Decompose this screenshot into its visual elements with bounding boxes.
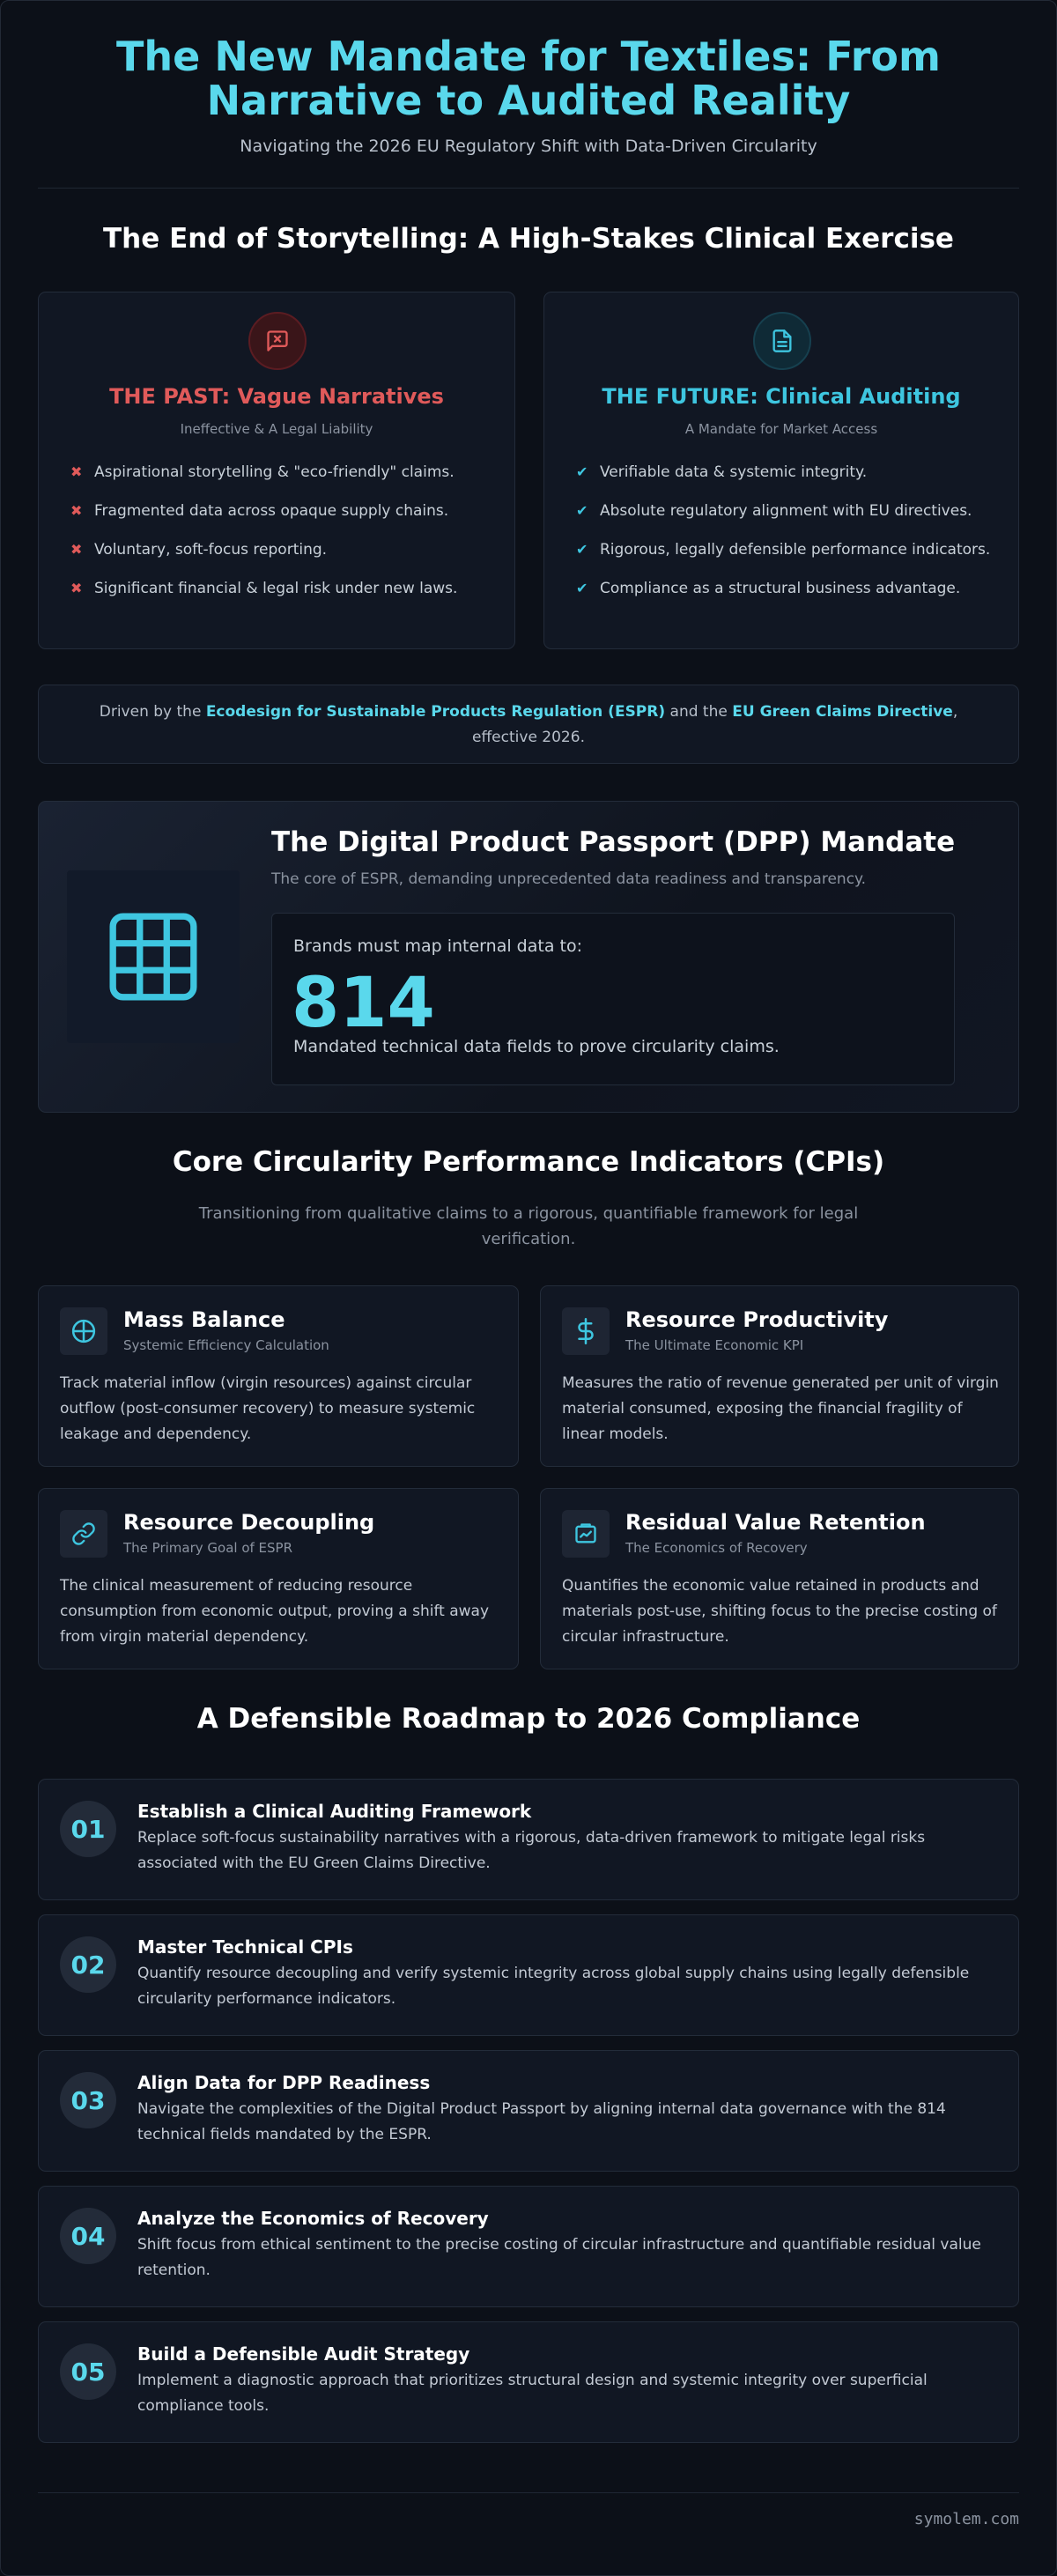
future-list: ✔ Verifiable data & systemic integrity. ✔… [576,460,992,615]
regulation-note: Driven by the Ecodesign for Sustainable … [38,685,1019,764]
check-icon: ✔ [576,463,588,480]
step-number: 04 [60,2208,116,2264]
cpi-title: Resource Productivity [625,1307,889,1332]
step-number: 03 [60,2072,116,2128]
step-description: Implement a diagnostic approach that pri… [137,2372,928,2415]
step-title: Analyze the Economics of Recovery [137,2208,489,2229]
future-subtitle: A Mandate for Market Access [684,421,878,437]
step-description: Shift focus from ethical sentiment to th… [137,2236,981,2279]
dpp-stat-description: Mandated technical data fields to prove … [293,1037,780,1056]
value-icon [562,1510,610,1558]
x-mark-icon: ✖ [70,541,83,558]
past-card: THE PAST: Vague Narratives Ineffective &… [38,292,515,649]
x-mark-icon: ✖ [70,580,83,596]
cpi-title: Resource Decoupling [123,1510,375,1535]
cpi-card-resource-decoupling: Resource Decoupling The Primary Goal of … [38,1488,519,1669]
cpi-description: Measures the ratio of revenue generated … [562,1374,999,1443]
footer-divider [38,2492,1019,2493]
step-number: 01 [60,1801,116,1857]
cpi-description: The clinical measurement of reducing res… [60,1577,490,1646]
cpi-intro: Transitioning from qualitative claims to… [198,1204,859,1248]
list-item: ✖ Aspirational storytelling & "eco-friend… [70,460,488,485]
list-item: ✔ Rigorous, legally defensible performanc… [576,537,992,562]
cpi-subtitle: The Economics of Recovery [625,1540,808,1556]
step-number: 02 [60,1936,116,1993]
step-title: Align Data for DPP Readiness [137,2072,431,2093]
cpi-subtitle: The Ultimate Economic KPI [625,1337,804,1353]
step-description: Replace soft-focus sustainability narrat… [137,1829,926,1872]
dpp-stat-number: 814 [292,964,435,1043]
section-title-cpi: Core Circularity Performance Indicators … [172,1146,885,1178]
grid-icon [67,870,240,1043]
step-number: 05 [60,2343,116,2400]
step-description: Quantify resource decoupling and verify … [137,1965,970,2008]
roadmap-step: 01 Establish a Clinical Auditing Framewo… [38,1779,1019,1900]
future-title: THE FUTURE: Clinical Auditing [602,384,961,409]
step-title: Build a Defensible Audit Strategy [137,2343,470,2365]
cpi-title: Residual Value Retention [625,1510,926,1535]
x-mark-icon: ✖ [70,502,83,519]
footer-site-link[interactable]: symolem.com [913,2510,1019,2528]
list-item: ✖ Significant financial & legal risk unde… [70,576,488,601]
dpp-stat-lead: Brands must map internal data to: [293,936,582,956]
cpi-description: Quantifies the economic value retained i… [562,1577,997,1646]
step-description: Navigate the complexities of the Digital… [137,2100,946,2143]
section-title-roadmap: A Defensible Roadmap to 2026 Compliance [196,1703,861,1735]
roadmap-step: 05 Build a Defensible Audit Strategy Imp… [38,2321,1019,2443]
step-title: Master Technical CPIs [137,1936,353,1958]
dpp-title: The Digital Product Passport (DPP) Manda… [271,826,956,858]
section-title-storytelling: The End of Storytelling: A High-Stakes C… [103,223,954,255]
check-icon: ✔ [576,580,588,596]
page-title: The New Mandate for Textiles: From Narra… [116,33,941,124]
list-item: ✔ Verifiable data & systemic integrity. [576,460,992,485]
cpi-card-residual-value: Residual Value Retention The Economics o… [540,1488,1019,1669]
message-x-icon [248,312,307,370]
past-list: ✖ Aspirational storytelling & "eco-friend… [70,460,488,615]
dollar-icon [562,1307,610,1355]
document-icon [753,312,811,370]
check-icon: ✔ [576,502,588,519]
cpi-subtitle: Systemic Efficiency Calculation [123,1337,329,1353]
cpi-card-mass-balance: Mass Balance Systemic Efficiency Calcula… [38,1285,519,1467]
x-mark-icon: ✖ [70,463,83,480]
divider [38,188,1019,189]
list-item: ✔ Absolute regulatory alignment with EU d… [576,499,992,523]
list-item: ✖ Voluntary, soft-focus reporting. [70,537,488,562]
dpp-panel: The Digital Product Passport (DPP) Manda… [38,801,1019,1113]
cpi-description: Track material inflow (virgin resources)… [60,1374,476,1443]
roadmap-step: 02 Master Technical CPIs Quantify resour… [38,1914,1019,2036]
check-icon: ✔ [576,541,588,558]
roadmap-step: 03 Align Data for DPP Readiness Navigate… [38,2050,1019,2172]
past-title: THE PAST: Vague Narratives [109,384,444,409]
espr-highlight: Ecodesign for Sustainable Products Regul… [205,703,666,721]
cpi-card-resource-productivity: Resource Productivity The Ultimate Econo… [540,1285,1019,1467]
past-subtitle: Ineffective & A Legal Liability [180,421,373,437]
list-item: ✖ Fragmented data across opaque supply ch… [70,499,488,523]
roadmap-step: 04 Analyze the Economics of Recovery Shi… [38,2186,1019,2307]
step-title: Establish a Clinical Auditing Framework [137,1801,532,1822]
list-item: ✔ Compliance as a structural business adv… [576,576,992,601]
link-icon [60,1510,107,1558]
dpp-subtitle: The core of ESPR, demanding unprecedente… [271,870,867,888]
cpi-title: Mass Balance [123,1307,285,1332]
future-card: THE FUTURE: Clinical Auditing A Mandate … [543,292,1019,649]
page-subtitle: Navigating the 2026 EU Regulatory Shift … [240,137,817,156]
cpi-subtitle: The Primary Goal of ESPR [123,1540,293,1556]
green-claims-highlight: EU Green Claims Directive [732,703,953,721]
target-icon [60,1307,107,1355]
dpp-stat-box: Brands must map internal data to: 814 Ma… [271,913,955,1085]
